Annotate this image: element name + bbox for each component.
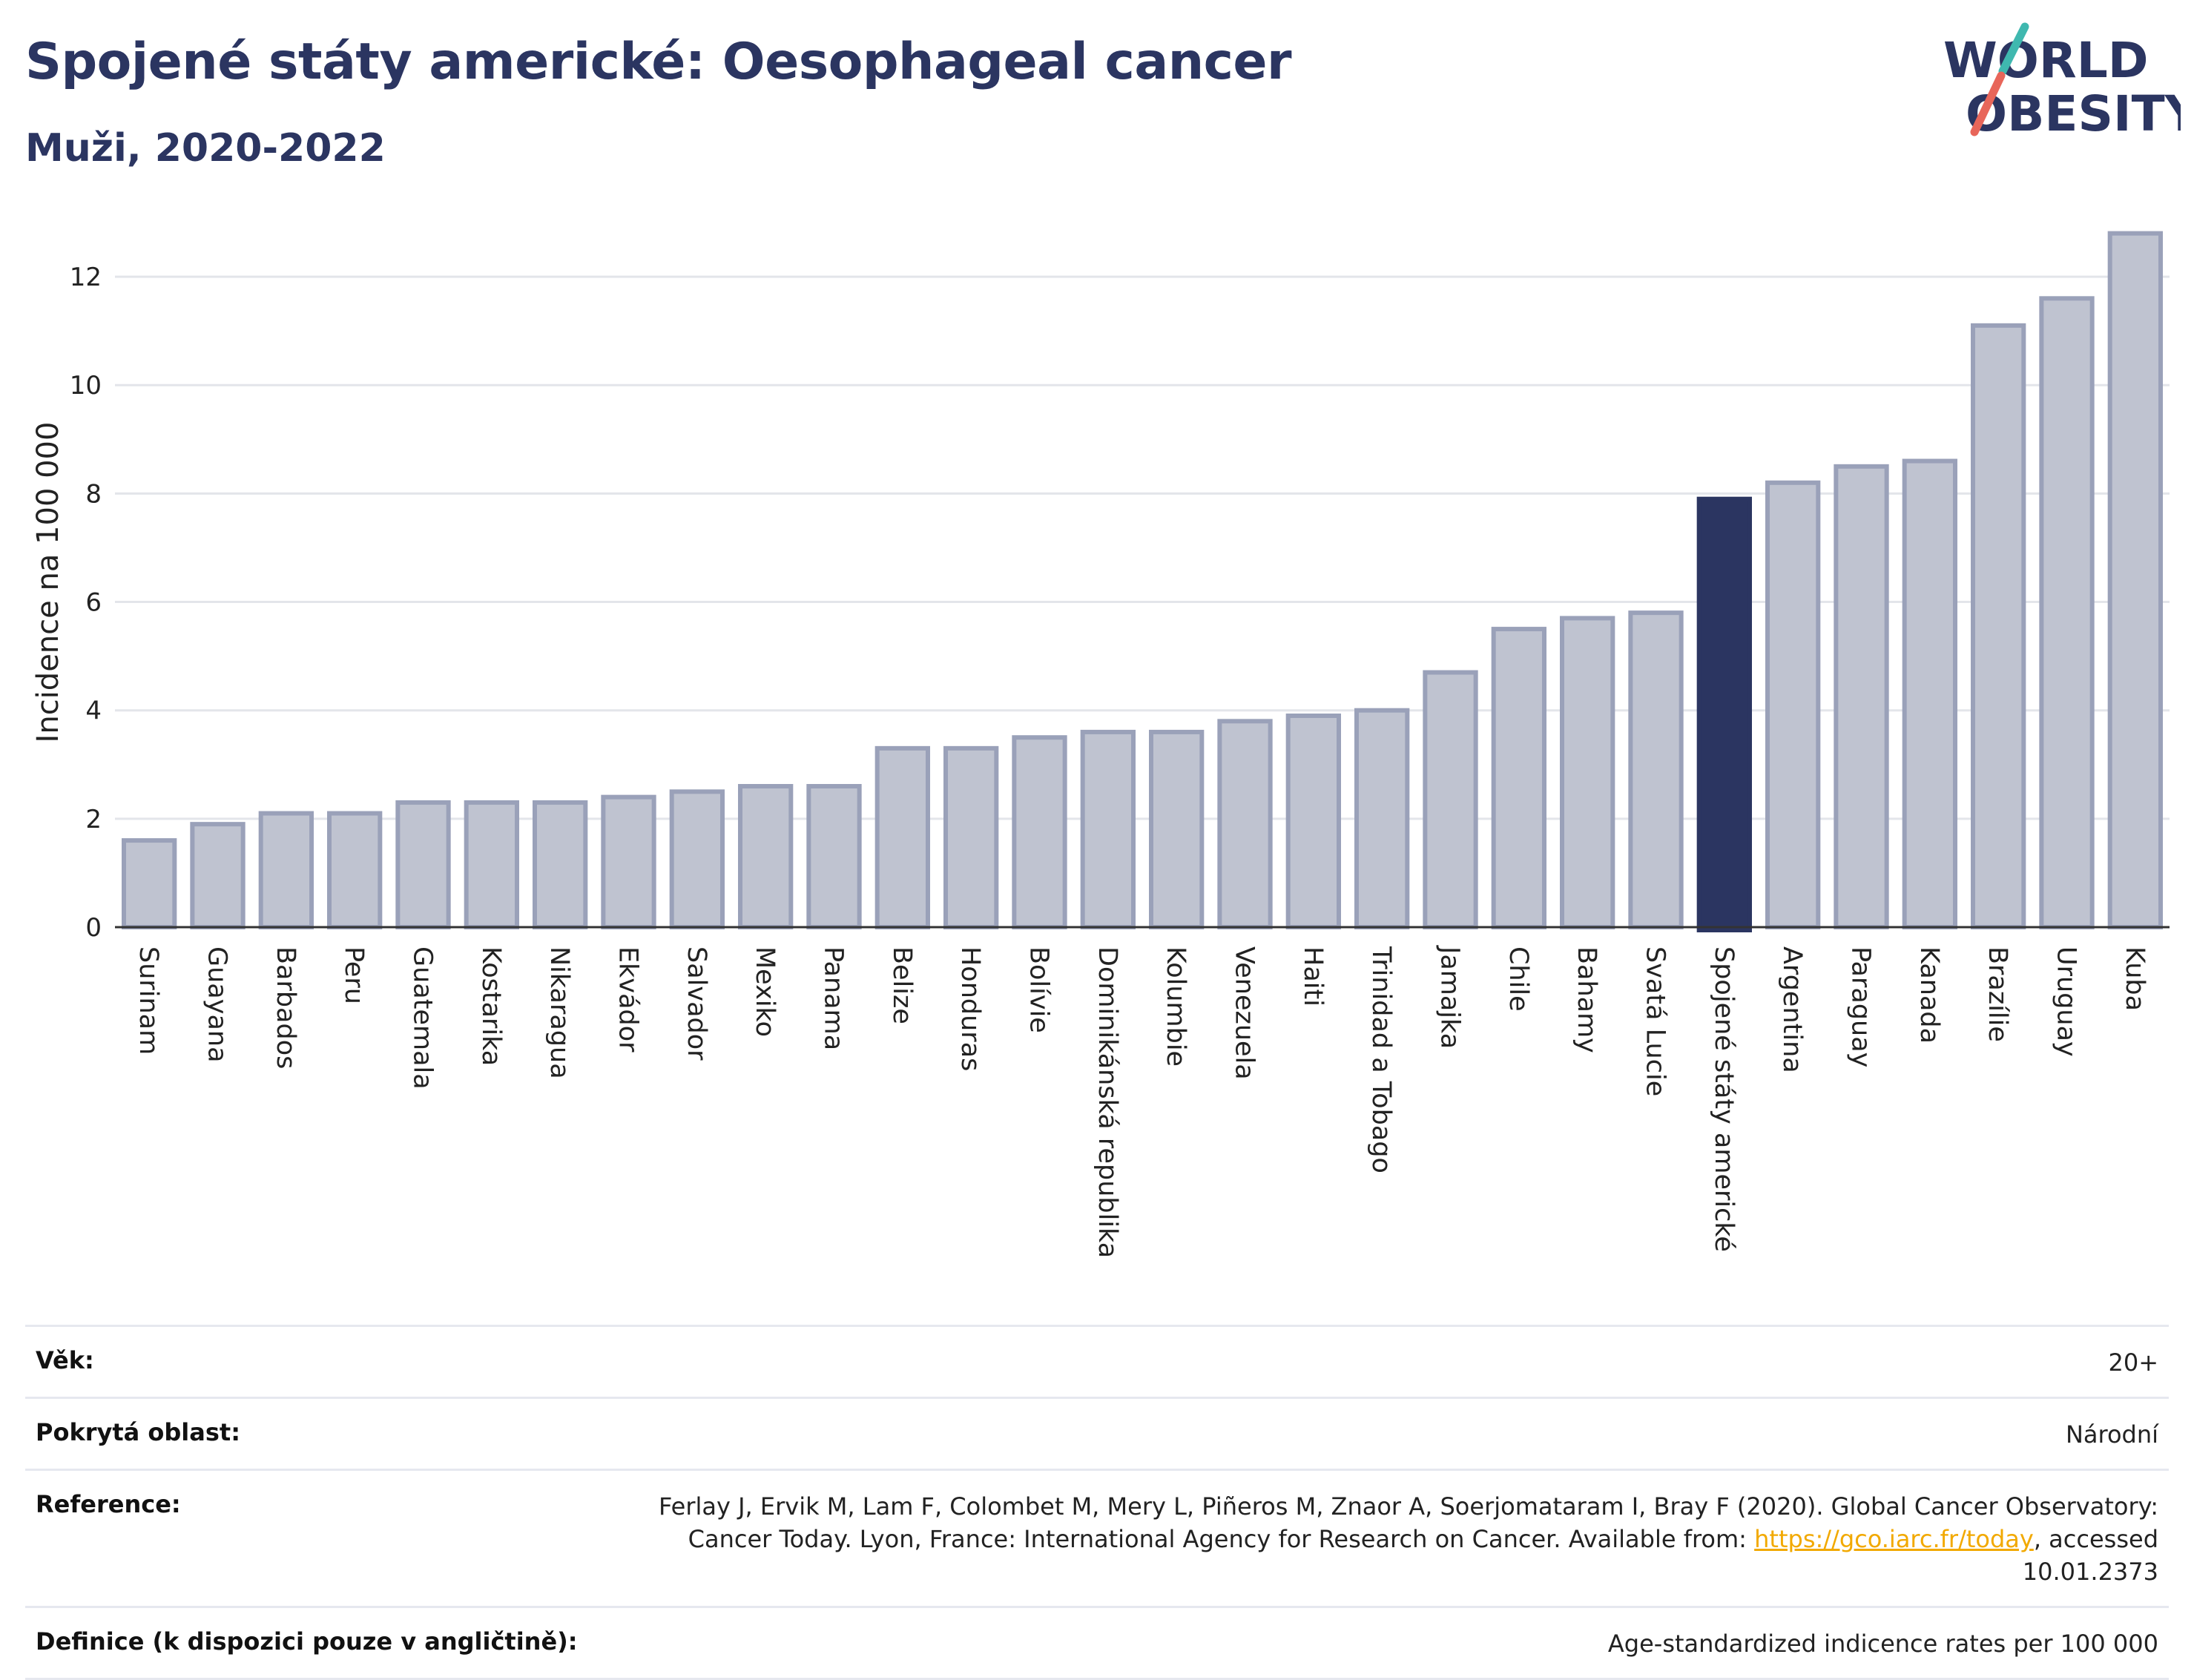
y-tick-label: 12 [70, 263, 102, 292]
logo-word-world: WORLD [1943, 32, 2149, 89]
x-category-label: Uruguay [2052, 946, 2081, 1057]
bars [122, 231, 2163, 932]
meta-row-age: Věk: 20+ [25, 1325, 2169, 1397]
bar [1285, 714, 1341, 929]
x-category-label: Panama [819, 946, 849, 1050]
x-category-label: Kolumbie [1161, 946, 1190, 1067]
y-tick-label: 4 [85, 696, 102, 726]
bar [2039, 296, 2095, 929]
metadata-table: Věk: 20+ Pokrytá oblast: Národní Referen… [25, 1325, 2169, 1680]
x-category-label: Jamajka [1435, 945, 1465, 1049]
x-category-label: Spojené státy americké [1709, 946, 1739, 1252]
x-category-label: Barbados [271, 946, 300, 1069]
x-category-label: Peru [339, 946, 369, 1004]
x-category-label: Bolívie [1024, 946, 1054, 1033]
meta-definition-value: Age-standardized indicence rates per 100… [1607, 1630, 2158, 1658]
bar [806, 784, 862, 929]
bar-highlighted [1696, 496, 1752, 932]
x-category-label: Ekvádor [613, 946, 643, 1053]
x-category-label: Trinidad a Tobago [1366, 946, 1396, 1173]
y-tick-label: 2 [85, 805, 102, 834]
bar [533, 800, 588, 930]
meta-age-value: 20+ [2108, 1348, 2158, 1377]
reference-suffix: , accessed 10.01.2373 [2022, 1525, 2158, 1586]
x-category-label: Brazílie [1983, 946, 2012, 1042]
meta-row-reference: Reference: Ferlay J, Ervik M, Lam F, Col… [25, 1469, 2169, 1606]
y-tick-label: 6 [85, 588, 102, 618]
bar [1080, 729, 1136, 930]
x-category-label: Guatemala [408, 946, 438, 1090]
bar [1217, 719, 1273, 929]
x-category-label: Kuba [2120, 946, 2149, 1011]
x-category-label: Honduras [955, 946, 985, 1071]
bar [1560, 616, 1615, 929]
meta-coverage-label: Pokrytá oblast: [36, 1418, 240, 1446]
bar [1423, 670, 1478, 929]
x-category-label: Guayana [202, 946, 232, 1063]
x-category-label: Haiti [1298, 946, 1328, 1007]
logo-slash-teal [1998, 22, 2029, 76]
reference-text: Ferlay J, Ervik M, Lam F, Colombet M, Me… [659, 1492, 2158, 1553]
bar [1012, 735, 1067, 929]
bar-chart: 0 2 4 6 8 10 12 Surinam Guayana Barbados Peru Guate… [31, 231, 2170, 1258]
x-category-label: Chile [1503, 946, 1533, 1012]
bar [122, 838, 177, 929]
x-category-label: Bahamy [1572, 946, 1601, 1053]
x-category-label: Kostarika [476, 946, 506, 1066]
x-category-label: Venezuela [1230, 946, 1259, 1080]
meta-row-coverage: Pokrytá oblast: Národní [25, 1397, 2169, 1469]
bar [1902, 458, 1957, 929]
x-category-label: Mexiko [750, 946, 780, 1037]
x-category-label: Kanada [1914, 946, 1944, 1044]
bar [1149, 729, 1205, 930]
chart-subtitle: Muži, 2020-2022 [25, 126, 386, 171]
meta-row-definition: Definice (k dispozici pouze v angličtině… [25, 1606, 2169, 1680]
axis-labels: 0 2 4 6 8 10 12 Surinam Guayana Barbados Peru Guate… [31, 263, 2149, 1258]
x-category-label: Belize [887, 946, 917, 1024]
world-obesity-logo: WORLD OBESITY [1943, 22, 2181, 142]
bar [1971, 323, 2026, 930]
y-tick-label: 10 [70, 371, 102, 401]
x-category-label: Surinam [134, 946, 163, 1055]
x-category-label: Nikaragua [544, 946, 574, 1079]
bar [1765, 480, 1821, 929]
logo-slash-red [1970, 71, 2006, 136]
bar [2107, 231, 2163, 930]
bar [395, 800, 451, 930]
bar [874, 745, 930, 929]
bar [258, 811, 314, 929]
y-tick-label: 0 [85, 913, 102, 943]
meta-age-label: Věk: [36, 1346, 94, 1374]
bar [190, 822, 246, 929]
meta-reference-label: Reference: [36, 1490, 181, 1518]
meta-definition-label: Definice (k dispozici pouze v angličtině… [36, 1627, 578, 1656]
bar [601, 794, 656, 929]
bar [1491, 627, 1546, 929]
meta-reference-value: Ferlay J, Ervik M, Lam F, Colombet M, Me… [601, 1490, 2158, 1588]
bar [1628, 610, 1684, 930]
y-axis-title: Incidence na 100 000 [31, 422, 65, 743]
bar [1354, 708, 1410, 929]
chart-title: Spojené státy americké: Oesophageal canc… [25, 33, 1292, 91]
x-category-label: Salvador [682, 946, 711, 1061]
x-category-label: Svatá Lucie [1641, 946, 1670, 1096]
bar [327, 811, 383, 929]
logo-word-obesity: OBESITY [1966, 85, 2181, 142]
x-category-label: Paraguay [1846, 946, 1876, 1067]
x-category-label: Argentina [1777, 946, 1807, 1073]
bar [943, 745, 999, 929]
bar [464, 800, 519, 930]
x-category-label: Dominikánská republika [1093, 946, 1122, 1258]
bar [1834, 464, 1889, 929]
meta-coverage-value: Národní [2065, 1420, 2158, 1449]
bar [738, 784, 794, 929]
reference-link[interactable]: https://gco.iarc.fr/today [1754, 1525, 2034, 1553]
grid-lines [115, 275, 2170, 820]
bar [669, 789, 725, 930]
y-tick-label: 8 [85, 479, 102, 509]
